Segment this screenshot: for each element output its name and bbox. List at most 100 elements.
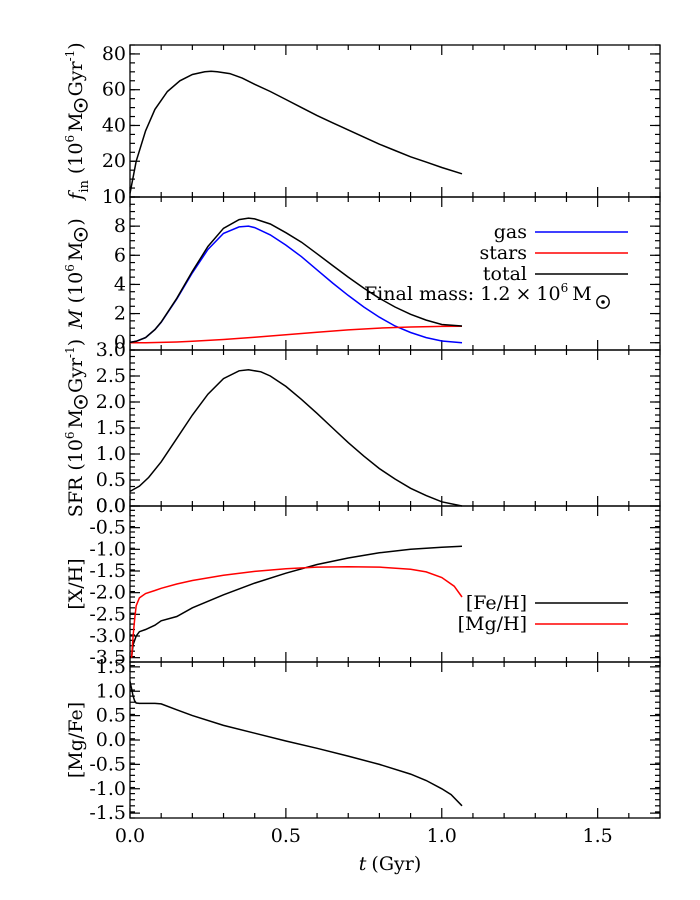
annotation-prefix: Final mass: 1.2 (364, 283, 510, 305)
y-tick-label: 0.0 (96, 729, 126, 751)
svg-text:M(106MM): M(106MM) (63, 218, 87, 330)
x-axis-label: t (Gyr) (359, 853, 421, 875)
panel-4: -3.5-3.0-2.5-2.0-1.5-1.0-0.50.0 [Fe/H][Mg… (65, 495, 661, 669)
y-tick-label: 0.5 (96, 469, 126, 491)
y-label-unit: M (65, 242, 87, 261)
solar-mass-icon (596, 295, 610, 309)
y-label-exp: 6 (63, 264, 77, 272)
y-tick-label: 20 (102, 150, 126, 172)
y-axis-label: [Mg/Fe] (65, 702, 87, 778)
y-axis-label: fin(106MMGyr-1) (63, 42, 92, 201)
x-tick-label: 1.5 (583, 825, 613, 847)
panel-5: -1.5-1.0-0.50.00.51.01.50.0 0.5 1.0 1.5[Mg/… (65, 656, 661, 875)
svg-text:SFR(106MMGyr-1): SFR(106MMGyr-1) (63, 339, 87, 517)
series-line-total (129, 217, 463, 344)
annotation-exp: 6 (561, 281, 569, 295)
panel-frame (129, 505, 661, 663)
series-line-1 (129, 70, 463, 194)
annotation-unit: M (572, 283, 591, 305)
legend-label: [Fe/H] (466, 592, 527, 614)
y-tick-label: 2.0 (96, 391, 126, 413)
y-tick-label: 60 (102, 79, 126, 101)
y-tick-label: 10 (102, 186, 126, 208)
solar-mass-icon (73, 395, 88, 409)
y-tick-label: 0 (114, 186, 126, 208)
series-line-3 (129, 369, 463, 507)
legend-label: [Mg/H] (458, 613, 527, 635)
annotation-base: 10 (536, 283, 560, 305)
y-label-exp: 6 (63, 431, 77, 439)
y-label-gyr: Gyr (65, 357, 87, 393)
y-tick-label: 1.0 (96, 680, 126, 702)
y-label-close: ) (65, 339, 87, 346)
y-label-gyr-exp: -1 (63, 346, 77, 358)
series-line-5 (129, 681, 463, 807)
y-tick-label: -3.0 (89, 625, 126, 647)
y-label-sub: in (77, 180, 92, 193)
x-label-unit: (Gyr) (371, 853, 421, 875)
svg-text:[Mg/Fe]: [Mg/Fe] (65, 702, 87, 778)
series-line-mgh (130, 565, 463, 658)
y-label-unit: M (65, 112, 87, 131)
y-tick-label: 3.0 (96, 339, 126, 361)
y-tick-label: 0.0 (96, 495, 126, 517)
series-line-feh (130, 545, 463, 658)
y-label-gyr-exp: -1 (63, 50, 77, 62)
y-tick-label: 6 (114, 244, 126, 266)
y-tick-label: -2.0 (89, 582, 126, 604)
series-line-stars (130, 325, 463, 344)
solar-mass-icon (73, 98, 88, 113)
y-tick-label: 1.5 (96, 656, 126, 678)
x-tick-label: 1.0 (427, 825, 457, 847)
panel-frame (129, 349, 661, 507)
y-label-main: SFR (65, 476, 87, 517)
final-mass-annotation: Final mass: 1.2 × 106 M (364, 281, 592, 305)
y-tick-label: 80 (102, 43, 126, 65)
y-tick-label: -3.5 (89, 647, 126, 669)
y-tick-label: -1.5 (89, 802, 126, 824)
y-label-unit: M (65, 409, 87, 428)
y-axis-label: SFR(106MMGyr-1) (63, 339, 88, 517)
y-label-main: [Mg/Fe] (65, 702, 87, 778)
legend-label: gas (494, 221, 527, 243)
y-label-main: [X/H] (65, 558, 87, 609)
y-tick-label: 2.5 (96, 365, 126, 387)
y-tick-label: -0.5 (89, 517, 126, 539)
y-tick-label: -1.0 (89, 778, 126, 800)
y-label-gyr: Gyr (65, 60, 87, 96)
y-label-paren: (10 (65, 272, 87, 304)
solar-mass-icon (73, 227, 88, 242)
y-tick-label: 1.5 (96, 417, 126, 439)
y-label-exp: 6 (63, 135, 77, 143)
y-tick-label: 8 (114, 215, 126, 237)
y-tick-label: 2 (114, 303, 126, 325)
y-label-paren: (10 (65, 143, 87, 175)
plot-stack: 020406080fin(106MMGyr-1)0246810gasstarst… (63, 42, 661, 875)
panel-frame (129, 661, 661, 819)
y-tick-label: -0.5 (89, 753, 126, 775)
y-tick-label: 1.0 (96, 443, 126, 465)
y-tick-label: -1.0 (89, 538, 126, 560)
y-label-paren: (10 (65, 439, 87, 471)
y-axis-label: [X/H] (65, 558, 87, 609)
y-axis-label: M(106MM) (63, 218, 88, 330)
y-label-close: ) (65, 218, 87, 225)
y-label-main: f (65, 190, 87, 202)
legend-label: stars (479, 242, 527, 264)
y-tick-label: -2.5 (89, 603, 126, 625)
svg-text:fin(106MMGyr-1): fin(106MMGyr-1) (63, 42, 92, 201)
y-tick-label: -1.5 (89, 560, 126, 582)
y-tick-label: 0 (114, 332, 126, 354)
x-tick-label: 0.0 (115, 825, 145, 847)
y-tick-label: 4 (114, 273, 126, 295)
y-tick-label: 0.5 (96, 705, 126, 727)
x-label-var: t (359, 853, 367, 875)
annotation-times: × (515, 283, 531, 305)
panel-frame (129, 44, 661, 198)
y-tick-label: 40 (102, 114, 126, 136)
y-label-main: M (65, 309, 87, 330)
